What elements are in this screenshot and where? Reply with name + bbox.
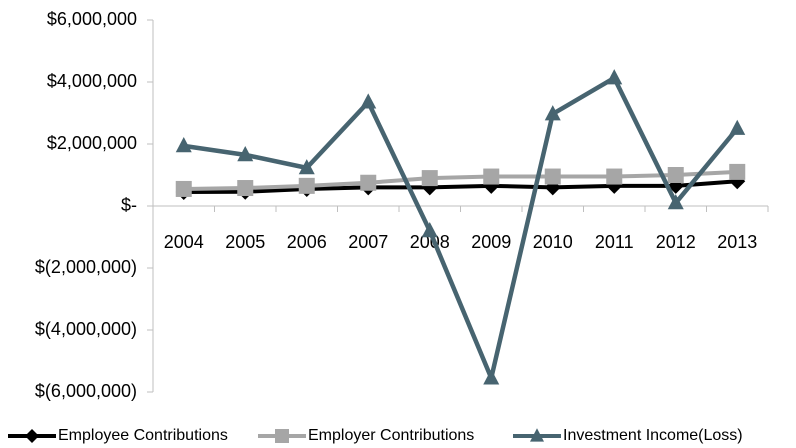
x-tick-label: 2011: [595, 232, 634, 252]
marker: [544, 105, 561, 121]
series-line: [183, 75, 739, 381]
x-tick-label: 2004: [164, 232, 204, 252]
y-tick-label: $2,000,000: [47, 133, 137, 153]
marker: [360, 174, 377, 191]
marker: [360, 93, 377, 109]
y-tick-label: $-: [121, 195, 137, 215]
y-tick-label: $(2,000,000): [35, 257, 137, 277]
marker: [483, 168, 500, 185]
marker: [237, 180, 254, 197]
marker: [298, 159, 315, 175]
x-tick-label: 2010: [533, 232, 573, 252]
marker: [421, 222, 438, 238]
x-tick-label: 2007: [348, 232, 388, 252]
marker: [25, 429, 39, 443]
legend-label: Investment Income(Loss): [563, 427, 743, 444]
marker: [544, 168, 561, 185]
marker: [606, 69, 623, 85]
x-tick-label: 2012: [656, 232, 696, 252]
series-line: [183, 169, 738, 191]
x-tick-label: 2009: [471, 232, 511, 252]
y-tick-label: $(6,000,000): [35, 381, 137, 401]
x-tick-label: 2008: [410, 232, 450, 252]
legend-label: Employee Contributions: [58, 427, 228, 444]
marker: [729, 163, 746, 180]
marker: [175, 180, 192, 197]
marker: [421, 170, 438, 187]
marker: [483, 369, 500, 385]
y-tick-label: $(4,000,000): [35, 319, 137, 339]
marker: [606, 168, 623, 185]
marker: [530, 428, 544, 442]
marker: [175, 137, 192, 153]
series-line: [183, 179, 738, 195]
x-tick-label: 2005: [225, 232, 265, 252]
x-tick-label: 2013: [717, 232, 757, 252]
marker: [667, 167, 684, 183]
legend-label: Employer Contributions: [308, 427, 474, 444]
marker: [298, 177, 315, 194]
marker: [275, 429, 289, 443]
marker: [237, 146, 254, 162]
marker: [729, 119, 746, 135]
marker: [667, 194, 684, 210]
x-tick-label: 2006: [287, 232, 327, 252]
y-tick-label: $6,000,000: [47, 9, 137, 29]
y-tick-label: $4,000,000: [47, 71, 137, 91]
